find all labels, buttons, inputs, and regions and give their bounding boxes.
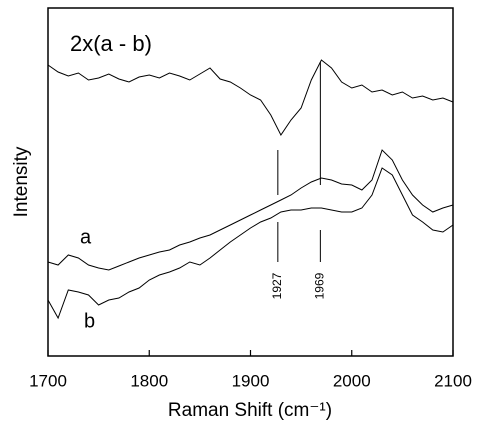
spectrum-line	[47, 59, 454, 136]
spectrum-line	[47, 149, 454, 271]
spectrum-line	[47, 167, 454, 320]
x-axis-title: Raman Shift (cm⁻¹)	[168, 400, 332, 421]
marker-label: 1927	[270, 272, 284, 299]
x-tick-label: 1900	[232, 371, 270, 390]
x-tick-label: 1800	[130, 371, 168, 390]
marker-label: 1969	[313, 272, 327, 299]
y-axis-title: Intensity	[11, 146, 32, 217]
x-tick-label: 2000	[333, 371, 371, 390]
x-tick-label: 1700	[29, 371, 67, 390]
series-label: 2x(a - b)	[70, 31, 152, 56]
series-label: b	[84, 310, 95, 332]
x-tick-label: 2100	[434, 371, 472, 390]
series-label: a	[80, 226, 92, 248]
plot-frame	[47, 7, 454, 357]
